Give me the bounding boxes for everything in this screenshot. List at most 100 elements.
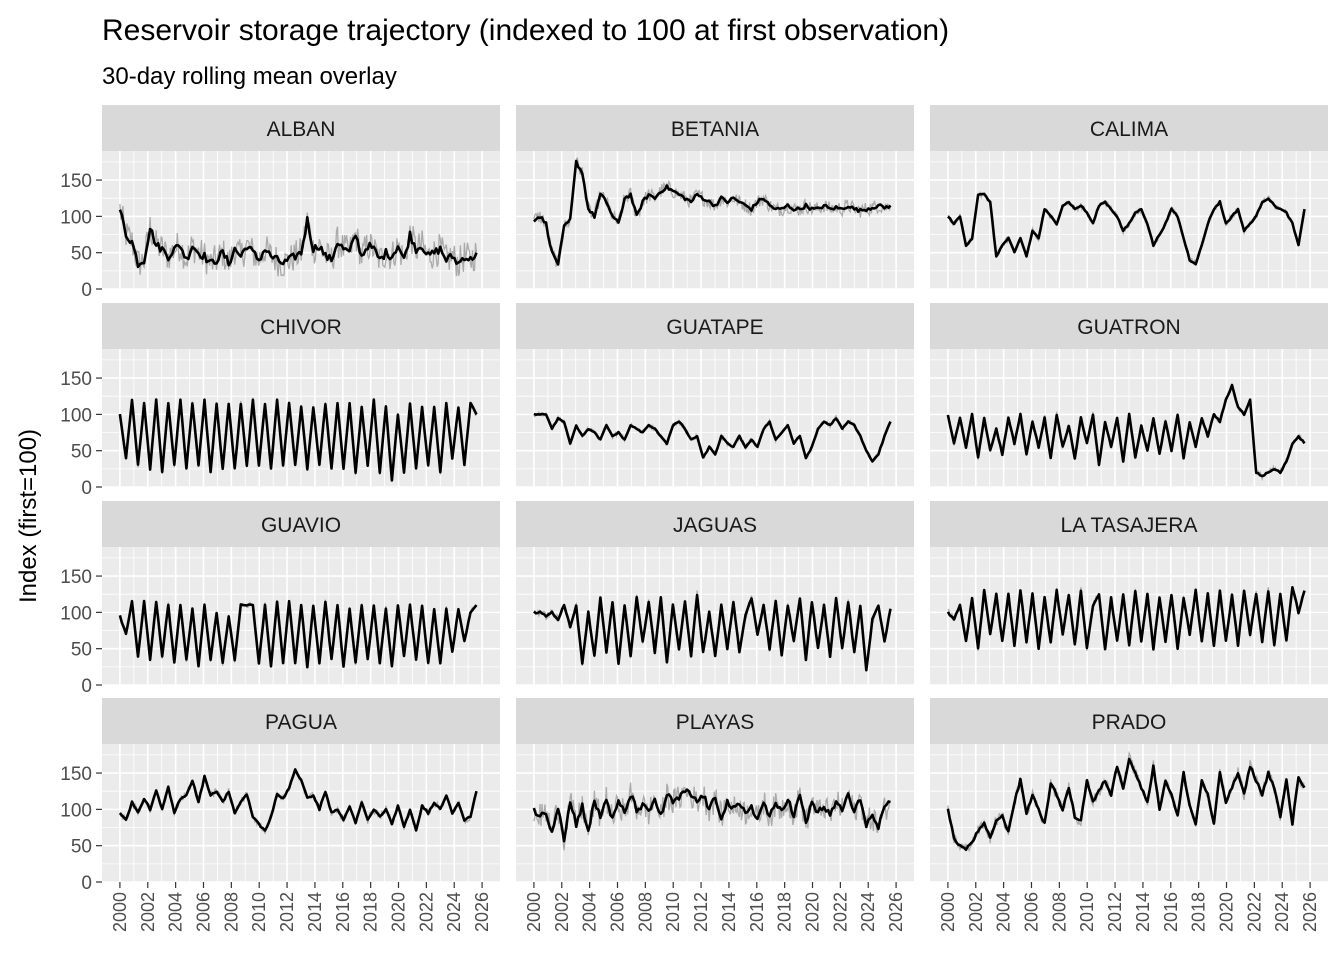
facet-strip — [930, 303, 1328, 349]
facet-strip-label: CALIMA — [1090, 118, 1168, 141]
x-tick-label: 2016 — [747, 892, 767, 932]
y-tick-label: 100 — [60, 603, 92, 624]
x-tick-label: 2022 — [1244, 892, 1264, 932]
x-tick-label: 2002 — [552, 892, 572, 932]
x-tick-label: 2022 — [416, 892, 436, 932]
facet-strip-label: ALBAN — [267, 118, 336, 141]
facet-strip — [930, 105, 1328, 151]
x-tick-label: 2026 — [886, 892, 906, 932]
y-tick-label: 0 — [81, 873, 92, 894]
facet-strip — [102, 698, 500, 744]
rolling-mean-line — [118, 398, 478, 482]
rolling-mean-line — [946, 757, 1306, 852]
x-tick-label: 2004 — [166, 892, 186, 932]
facet-panel: JAGUAS — [516, 501, 914, 686]
x-tick-label: 2016 — [1161, 892, 1181, 932]
y-tick-label: 0 — [81, 676, 92, 697]
facet-panel: PAGUA 0 50 100 150 2000 2002 2004 2006 2008 2010 20… — [60, 698, 500, 932]
rolling-mean-line — [532, 788, 891, 843]
chart-title: Reservoir storage trajectory (indexed to… — [102, 14, 949, 47]
facet-panel: CALIMA — [930, 105, 1328, 290]
x-tick-label: 2006 — [607, 892, 627, 932]
x-tick-label: 2008 — [221, 892, 241, 932]
x-tick-label: 2018 — [361, 892, 381, 932]
rolling-mean-line — [946, 585, 1306, 651]
x-tick-label: 2018 — [1189, 892, 1209, 932]
facet-strip-label: JAGUAS — [673, 514, 757, 537]
x-tick-label: 2010 — [1077, 892, 1097, 932]
rolling-mean-line — [947, 192, 1306, 266]
x-tick-label: 2012 — [277, 892, 297, 932]
x-tick-label: 2026 — [472, 892, 492, 932]
facet-panels: ALBAN 0 50 100 150 BETANIA CALIMA CHIVOR 0 50 100 1… — [60, 105, 1328, 932]
y-tick-label: 150 — [60, 567, 92, 588]
facet-strip — [102, 501, 500, 547]
x-tick-label: 2014 — [1133, 892, 1153, 932]
facet-strip — [516, 501, 914, 547]
facet-strip-label: BETANIA — [671, 118, 759, 141]
facet-strip — [102, 105, 500, 151]
x-tick-label: 2004 — [994, 892, 1014, 932]
facet-strip-label: LA TASAJERA — [1061, 514, 1198, 537]
y-tick-label: 150 — [60, 171, 92, 192]
y-tick-label: 100 — [60, 800, 92, 821]
x-tick-label: 2024 — [858, 892, 878, 932]
x-tick-label: 2008 — [1049, 892, 1069, 932]
facet-strip-label: PRADO — [1092, 711, 1167, 734]
chart-subtitle: 30-day rolling mean overlay — [102, 63, 397, 90]
x-tick-label: 2010 — [249, 892, 269, 932]
x-tick-label: 2006 — [193, 892, 213, 932]
x-tick-label: 2004 — [580, 892, 600, 932]
facet-strip — [516, 698, 914, 744]
y-tick-label: 50 — [71, 244, 92, 265]
facet-panel: LA TASAJERA — [930, 501, 1328, 686]
y-tick-label: 50 — [71, 837, 92, 858]
facet-panel: ALBAN 0 50 100 150 — [60, 105, 500, 301]
rolling-mean-line — [533, 593, 892, 672]
y-tick-label: 150 — [60, 369, 92, 390]
y-axis-title: Index (first=100) — [15, 429, 42, 603]
facet-panel: GUATRON — [930, 303, 1328, 488]
facet-strip — [516, 303, 914, 349]
facet-strip — [516, 105, 914, 151]
facet-strip — [930, 698, 1328, 744]
x-tick-label: 2014 — [305, 892, 325, 932]
x-tick-label: 2000 — [524, 892, 544, 932]
facet-strip-label: CHIVOR — [260, 316, 342, 339]
y-tick-label: 100 — [60, 405, 92, 426]
x-tick-label: 2026 — [1300, 892, 1320, 932]
rolling-mean-line — [946, 383, 1306, 478]
y-tick-label: 0 — [81, 478, 92, 499]
facet-panel: PRADO 2000 2002 2004 2006 2008 2010 2012 2014 201… — [930, 698, 1328, 932]
rolling-mean-line — [533, 159, 892, 266]
x-tick-label: 2002 — [138, 892, 158, 932]
y-tick-label: 0 — [81, 280, 92, 301]
facet-panel: CHIVOR 0 50 100 150 — [60, 303, 500, 499]
x-tick-label: 2024 — [1272, 892, 1292, 932]
facet-strip-label: GUAVIO — [261, 514, 341, 537]
facet-panel: BETANIA — [516, 105, 914, 290]
rolling-mean-line — [118, 768, 478, 832]
x-tick-label: 2016 — [333, 892, 353, 932]
x-tick-label: 2008 — [635, 892, 655, 932]
y-tick-label: 100 — [60, 207, 92, 228]
facet-strip-label: PLAYAS — [676, 711, 755, 734]
rolling-mean-line — [533, 412, 892, 463]
y-tick-label: 50 — [71, 640, 92, 661]
raw-series-line — [119, 204, 478, 277]
x-tick-label: 2022 — [830, 892, 850, 932]
x-tick-label: 2000 — [938, 892, 958, 932]
facet-panel: PLAYAS 2000 2002 2004 2006 2008 2010 2012 2014 20… — [516, 698, 914, 932]
x-tick-label: 2024 — [444, 892, 464, 932]
facet-strip — [930, 501, 1328, 547]
x-tick-label: 2020 — [1217, 892, 1237, 932]
x-tick-label: 2010 — [663, 892, 683, 932]
rolling-mean-line — [118, 209, 478, 269]
facet-strip — [102, 303, 500, 349]
x-tick-label: 2020 — [803, 892, 823, 932]
x-tick-label: 2002 — [966, 892, 986, 932]
x-tick-label: 2020 — [389, 892, 409, 932]
facet-strip-label: GUATRON — [1077, 316, 1180, 339]
